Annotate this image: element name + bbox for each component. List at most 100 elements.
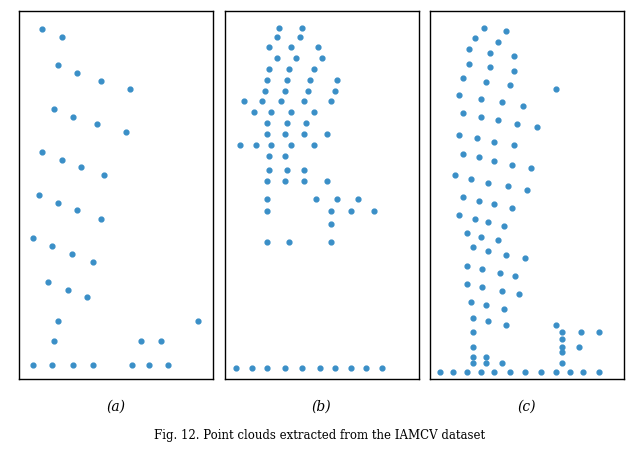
Point xyxy=(260,87,271,94)
Point xyxy=(504,82,515,89)
Point xyxy=(280,152,290,159)
Point xyxy=(369,208,379,215)
Point xyxy=(323,177,333,184)
Point xyxy=(448,368,458,375)
Point xyxy=(495,269,505,276)
Point xyxy=(37,26,47,33)
Point xyxy=(299,98,309,105)
Point xyxy=(299,177,309,184)
Point xyxy=(489,201,499,208)
Point xyxy=(557,348,567,355)
Point xyxy=(308,109,319,116)
Point xyxy=(284,65,294,73)
Point xyxy=(53,199,63,207)
Point xyxy=(262,130,273,138)
Point xyxy=(248,109,259,116)
Point xyxy=(557,329,567,336)
Point xyxy=(464,60,474,67)
Point xyxy=(156,338,166,345)
Point xyxy=(477,266,488,273)
Point xyxy=(68,361,79,368)
Point xyxy=(282,166,292,173)
Point xyxy=(353,195,364,202)
Point xyxy=(125,85,135,93)
Point xyxy=(305,76,315,84)
Point xyxy=(28,361,38,368)
Point xyxy=(522,186,532,193)
Point xyxy=(483,318,493,325)
Point xyxy=(481,78,492,85)
Point xyxy=(57,156,67,163)
Point xyxy=(121,128,131,136)
Point xyxy=(285,109,296,116)
Point xyxy=(346,208,356,215)
Point xyxy=(594,329,604,336)
Point xyxy=(506,161,516,168)
Point xyxy=(193,318,203,325)
Point xyxy=(594,368,604,375)
Point xyxy=(264,65,275,73)
Point xyxy=(251,141,261,148)
Point xyxy=(458,150,468,158)
Point xyxy=(508,53,518,60)
Text: (b): (b) xyxy=(312,400,332,413)
Point xyxy=(295,33,305,40)
Point xyxy=(88,258,98,266)
Point xyxy=(474,197,484,204)
Point xyxy=(246,365,257,372)
Point xyxy=(462,262,472,269)
Point xyxy=(266,109,276,116)
Point xyxy=(468,244,478,251)
Point xyxy=(257,98,267,105)
Point xyxy=(520,368,531,375)
Point xyxy=(462,280,472,287)
Point xyxy=(483,179,493,186)
Point xyxy=(235,141,245,148)
Point xyxy=(510,273,520,280)
Point xyxy=(262,177,273,184)
Point xyxy=(502,183,513,190)
Point xyxy=(493,117,503,124)
Point xyxy=(485,49,495,56)
Point xyxy=(284,238,294,246)
Point xyxy=(330,87,340,94)
Point xyxy=(551,85,561,93)
Point xyxy=(308,65,319,73)
Point xyxy=(285,141,296,148)
Point xyxy=(346,365,356,372)
Point xyxy=(551,321,561,329)
Point xyxy=(282,76,292,84)
Point xyxy=(67,250,77,257)
Point xyxy=(99,172,109,179)
Point xyxy=(127,361,137,368)
Point xyxy=(262,119,273,127)
Point xyxy=(53,62,63,69)
Point xyxy=(557,359,567,366)
Point xyxy=(376,365,387,372)
Point xyxy=(95,77,106,84)
Point xyxy=(464,45,474,53)
Text: (c): (c) xyxy=(518,400,536,413)
Point xyxy=(88,361,98,368)
Point xyxy=(231,365,241,372)
Point xyxy=(266,141,276,148)
Point xyxy=(514,291,524,298)
Point xyxy=(33,192,44,199)
Point xyxy=(297,365,307,372)
Point xyxy=(499,222,509,230)
Point xyxy=(500,28,511,35)
Point xyxy=(262,76,273,84)
Point xyxy=(47,361,57,368)
Point xyxy=(49,105,60,112)
Point xyxy=(489,158,499,165)
Point xyxy=(239,98,249,105)
Point xyxy=(499,305,509,312)
Point xyxy=(468,354,478,361)
Point xyxy=(458,193,468,201)
Point xyxy=(435,368,445,375)
Point xyxy=(536,368,546,375)
Point xyxy=(316,54,326,62)
Point xyxy=(57,33,67,40)
Point xyxy=(470,35,480,42)
Point xyxy=(47,243,57,250)
